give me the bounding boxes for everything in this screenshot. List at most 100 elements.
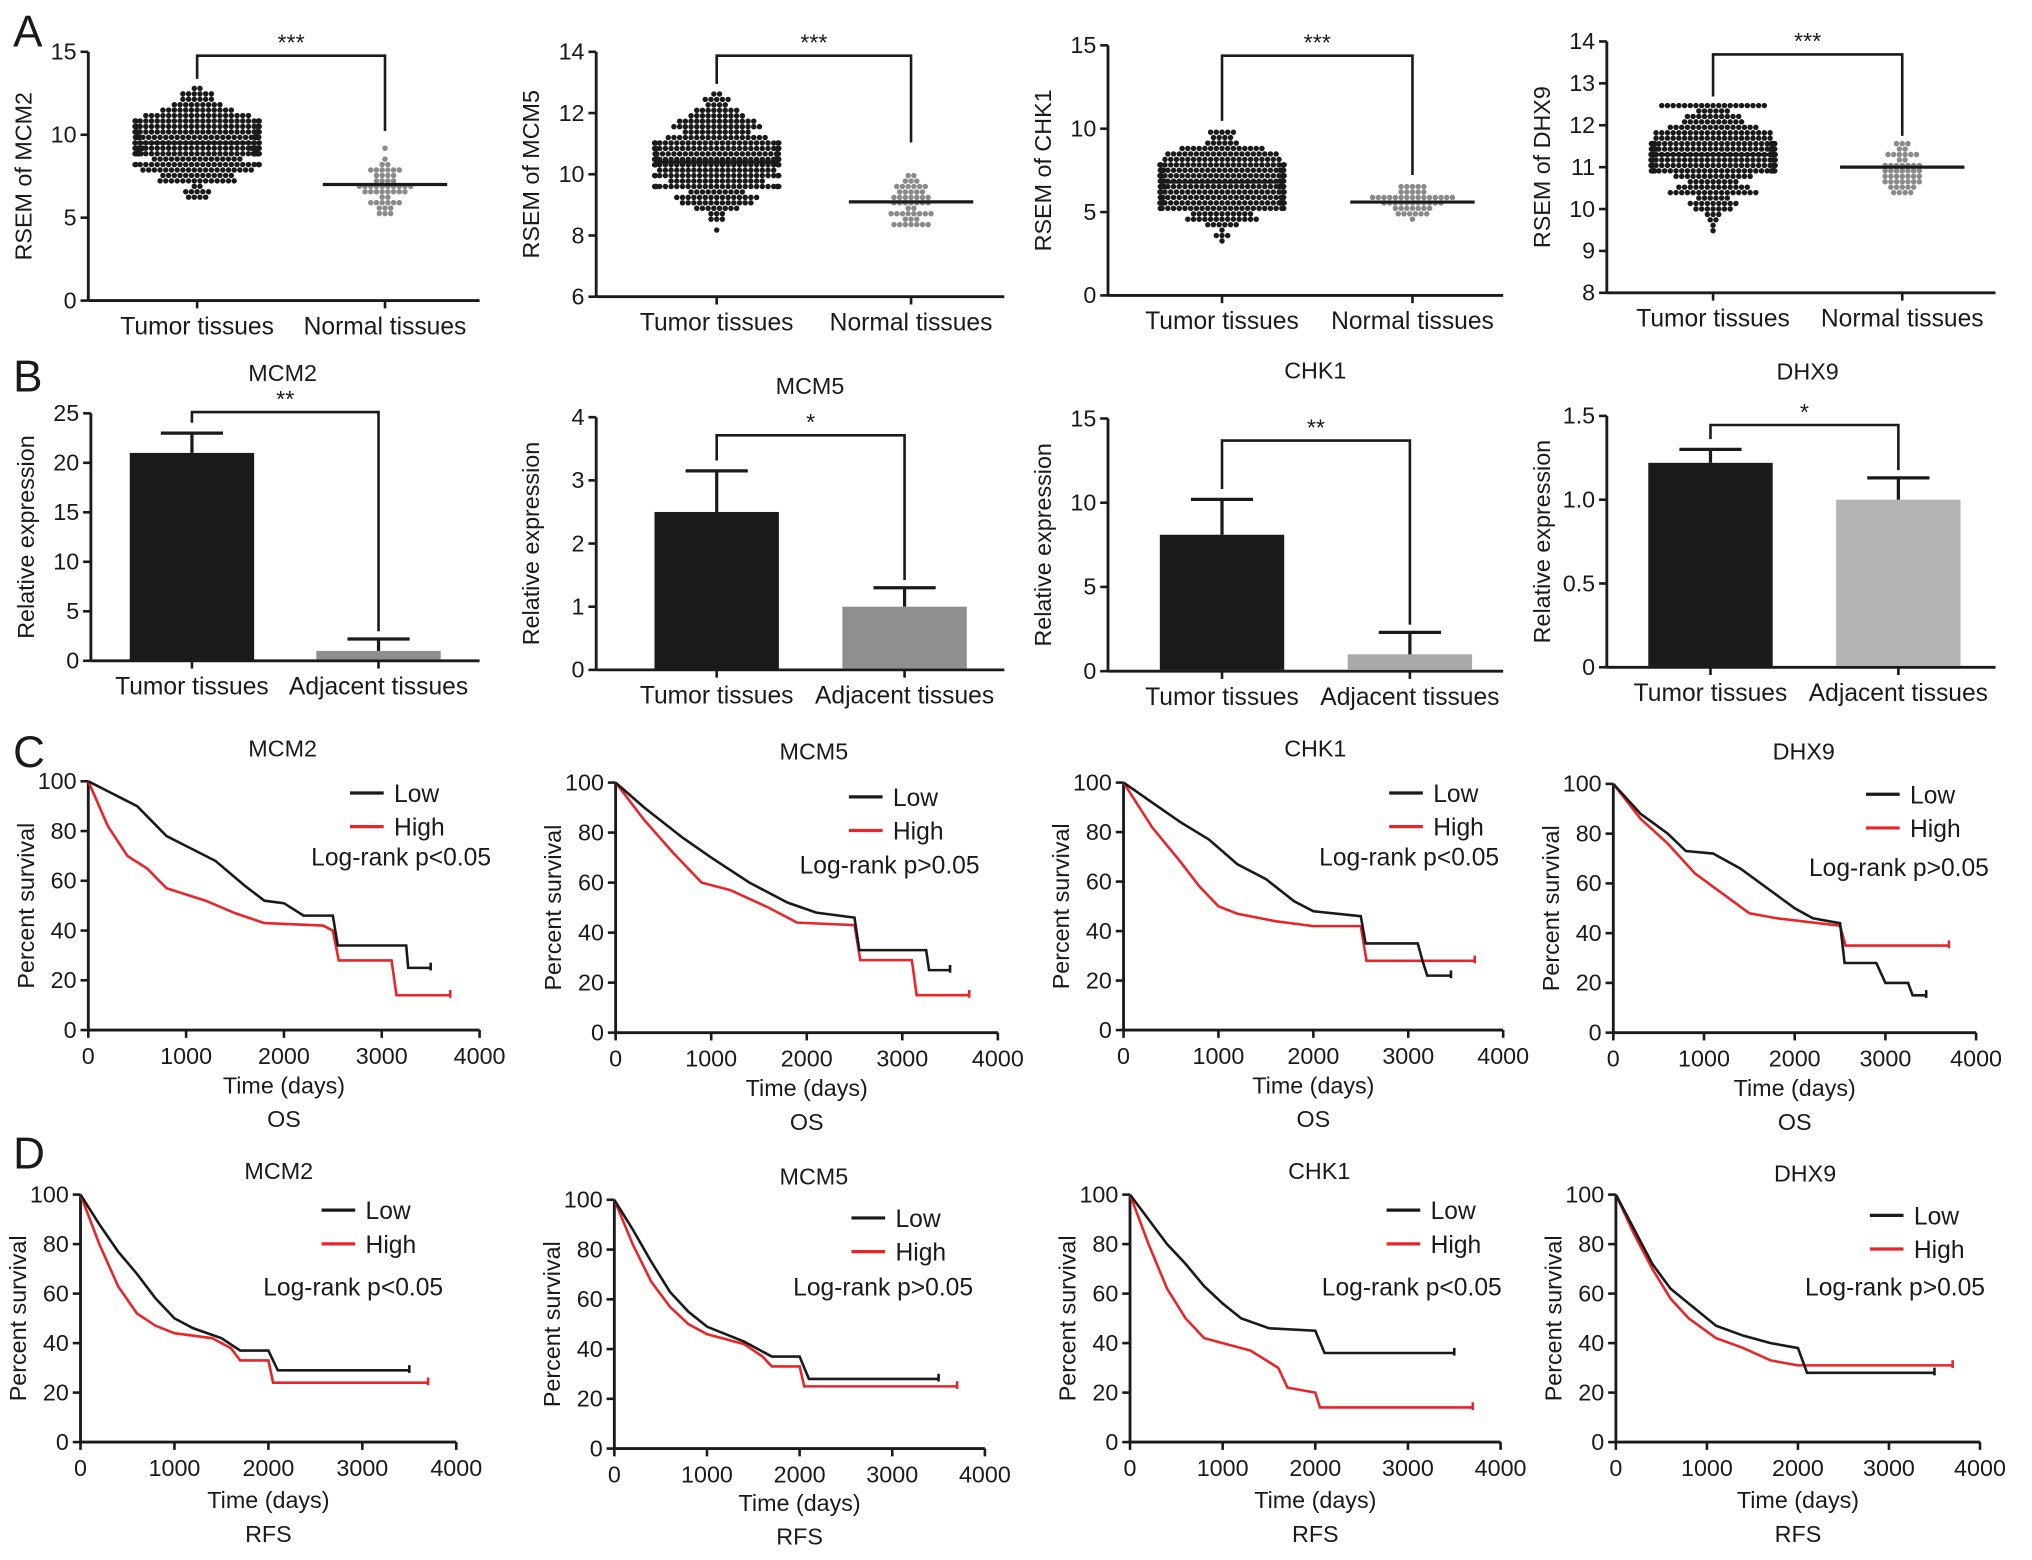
data-point — [1696, 173, 1702, 180]
data-point — [1676, 157, 1682, 163]
y-tick-label: 10 — [559, 161, 585, 187]
data-point — [668, 172, 674, 179]
data-point — [211, 129, 217, 135]
y-tick-label: 14 — [1569, 28, 1595, 54]
data-point — [1222, 140, 1228, 146]
data-point — [691, 200, 697, 206]
data-point — [1224, 232, 1231, 239]
data-point — [1205, 221, 1211, 228]
y-tick-label: 80 — [1092, 1231, 1118, 1257]
data-point — [651, 140, 658, 146]
data-point — [1159, 167, 1165, 173]
data-point — [1236, 172, 1242, 179]
data-point — [1182, 151, 1188, 157]
survival-curve-low — [87, 780, 431, 970]
data-point — [1724, 173, 1731, 180]
data-point — [1207, 129, 1214, 135]
data-point — [1253, 189, 1259, 195]
data-point — [143, 123, 149, 130]
data-point — [1267, 205, 1274, 212]
data-point — [919, 194, 926, 201]
data-point — [1179, 172, 1185, 179]
data-point — [745, 129, 751, 135]
data-point — [245, 129, 252, 135]
data-point — [919, 221, 926, 228]
data-point — [774, 183, 780, 190]
y-tick-label: 80 — [1576, 820, 1602, 846]
data-point — [251, 161, 257, 168]
data-point — [1679, 168, 1685, 174]
legend-label: High — [896, 1240, 947, 1267]
y-tick-label: 100 — [1563, 771, 1602, 797]
data-point — [719, 178, 726, 184]
data-point — [1701, 108, 1708, 114]
chart-caption: RFS — [1292, 1521, 1339, 1547]
data-point — [237, 167, 243, 173]
data-point — [1222, 194, 1228, 201]
data-point — [1710, 184, 1716, 190]
data-point — [1224, 145, 1231, 152]
data-point — [185, 96, 192, 102]
data-point — [160, 123, 166, 130]
y-tick-label: 0 — [64, 287, 77, 313]
survival-curve-low — [1614, 1194, 1935, 1375]
data-point — [733, 134, 740, 141]
survival-curve-high — [79, 1194, 429, 1384]
x-tick-label: 1000 — [1681, 1455, 1733, 1481]
data-point — [733, 107, 740, 114]
data-point — [1736, 173, 1742, 180]
data-point — [922, 183, 929, 190]
chart-caption: RFS — [1775, 1521, 1822, 1547]
data-point — [1696, 189, 1702, 196]
data-point — [1905, 140, 1911, 147]
data-point — [1673, 189, 1679, 196]
data-point — [1687, 184, 1693, 190]
data-point — [1227, 205, 1234, 212]
data-point — [183, 172, 189, 179]
data-point — [1432, 194, 1439, 201]
data-point — [705, 118, 711, 124]
data-point — [231, 134, 237, 141]
data-point — [682, 151, 689, 157]
survival-curve-high — [613, 1199, 958, 1388]
data-point — [208, 96, 215, 102]
y-tick-label: 100 — [1565, 1181, 1604, 1207]
data-point — [1224, 172, 1231, 179]
y-tick-label: 0 — [590, 1435, 603, 1461]
data-point — [1165, 183, 1171, 190]
data-point — [214, 167, 220, 173]
data-point — [1233, 140, 1239, 146]
data-point — [188, 101, 195, 108]
data-point — [1687, 200, 1693, 207]
legend-label: Low — [1431, 1198, 1476, 1225]
data-point — [685, 194, 691, 201]
data-point — [1159, 194, 1165, 201]
data-point — [185, 134, 192, 141]
data-point — [1747, 146, 1753, 152]
data-point — [751, 123, 757, 130]
category-label: Tumor tissues — [1145, 308, 1299, 335]
data-point — [194, 112, 200, 119]
data-point — [716, 129, 723, 135]
data-point — [1747, 173, 1753, 180]
data-point — [722, 102, 728, 108]
data-point — [1264, 162, 1271, 168]
x-tick-label: 3000 — [1863, 1455, 1915, 1481]
data-point — [205, 145, 212, 151]
data-point — [396, 199, 402, 206]
data-point — [748, 194, 754, 201]
y-tick-label: 14 — [559, 39, 585, 65]
data-point — [739, 151, 746, 157]
legend-label: High — [1910, 816, 1961, 843]
data-point — [151, 134, 158, 141]
data-point — [217, 172, 223, 179]
data-point — [919, 189, 926, 195]
data-point — [1761, 135, 1768, 141]
data-point — [733, 123, 740, 130]
data-point — [682, 118, 689, 124]
data-point — [217, 129, 223, 135]
data-point — [902, 178, 909, 184]
